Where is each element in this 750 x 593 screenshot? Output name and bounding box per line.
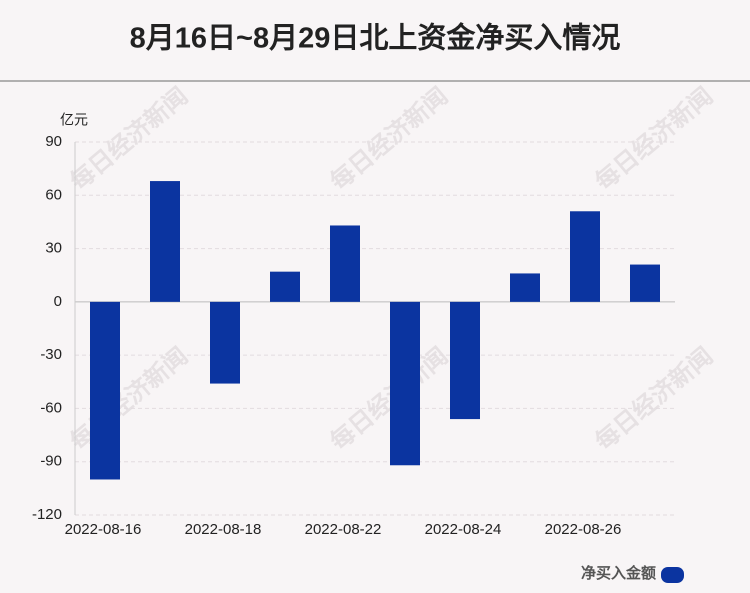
- legend-label: 净买入金额: [581, 564, 656, 582]
- legend-swatch: [661, 567, 684, 583]
- bar: [150, 181, 180, 302]
- chart-title: 8月16日~8月29日北上资金净买入情况: [130, 21, 621, 55]
- bar: [270, 271, 300, 302]
- bar: [450, 301, 480, 420]
- bar: [90, 301, 120, 480]
- bar: [510, 273, 540, 302]
- bar: [210, 301, 240, 384]
- y-tick-label: -30: [40, 346, 62, 363]
- y-tick-label: -60: [40, 399, 62, 416]
- y-tick-label: 30: [45, 240, 62, 257]
- bar: [570, 211, 600, 302]
- bar: [390, 301, 420, 466]
- y-axis-label: 亿元: [60, 112, 88, 128]
- y-tick-label: 0: [54, 293, 62, 310]
- y-tick-label: 90: [45, 133, 62, 150]
- x-tick-label: 2022-08-26: [545, 521, 622, 538]
- x-tick-label: 2022-08-18: [185, 521, 262, 538]
- y-tick-label: -90: [40, 453, 62, 470]
- bar: [330, 225, 360, 302]
- y-tick-label: 60: [45, 186, 62, 203]
- x-tick-label: 2022-08-22: [305, 521, 382, 538]
- y-tick-label: -120: [32, 506, 62, 523]
- x-tick-label: 2022-08-24: [425, 521, 502, 538]
- x-tick-label: 2022-08-16: [65, 521, 142, 538]
- bar: [630, 264, 660, 302]
